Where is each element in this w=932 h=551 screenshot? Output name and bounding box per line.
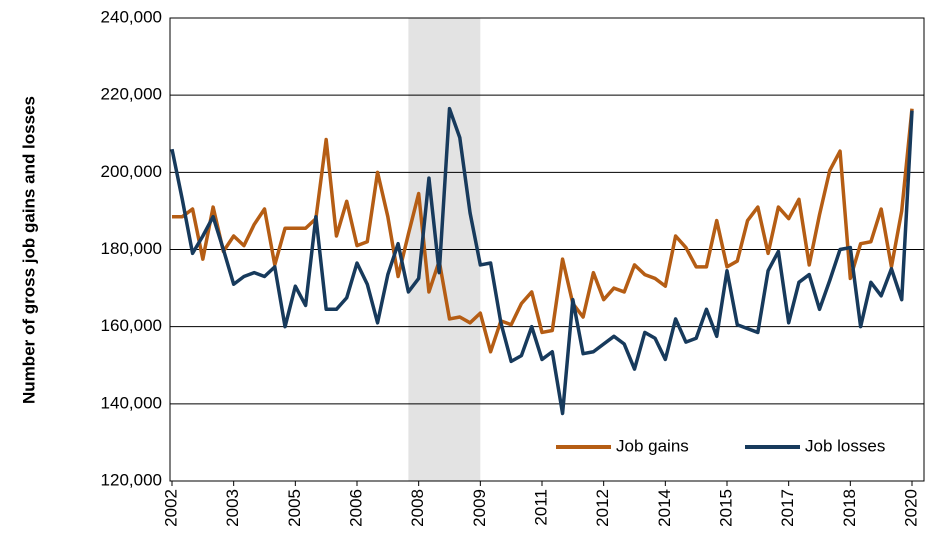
- x-tick-label: 2017: [778, 489, 797, 527]
- y-tick-label: 120,000: [101, 470, 162, 489]
- x-tick-label: 2012: [593, 489, 612, 527]
- series-line: [170, 106, 914, 416]
- y-tick-label: 180,000: [101, 239, 162, 258]
- y-tick-label: 220,000: [101, 85, 162, 104]
- x-tick-label: 2008: [408, 489, 427, 527]
- x-tick-label: 2005: [285, 489, 304, 527]
- x-tick-label: 2020: [901, 489, 920, 527]
- legend-label: Job gains: [616, 436, 689, 455]
- x-tick-label: 2018: [840, 489, 859, 527]
- plot-border: [169, 17, 925, 482]
- y-axis-label: Number of gross job gains and losses: [19, 96, 38, 404]
- y-tick-label: 140,000: [101, 393, 162, 412]
- x-tick-label: 2014: [655, 489, 674, 527]
- y-tick-label: 240,000: [101, 7, 162, 26]
- x-tick-label: 2009: [470, 489, 489, 527]
- series-line: [172, 108, 914, 354]
- x-tick-label: 2011: [531, 489, 550, 526]
- legend-label: Job losses: [805, 436, 885, 455]
- x-tick-label: 2015: [716, 489, 735, 527]
- y-tick-label: 160,000: [101, 316, 162, 335]
- x-tick-label: 2006: [346, 489, 365, 527]
- y-tick-label: 200,000: [101, 162, 162, 181]
- x-tick-label: 2003: [223, 489, 242, 527]
- x-tick-label: 2002: [161, 489, 180, 527]
